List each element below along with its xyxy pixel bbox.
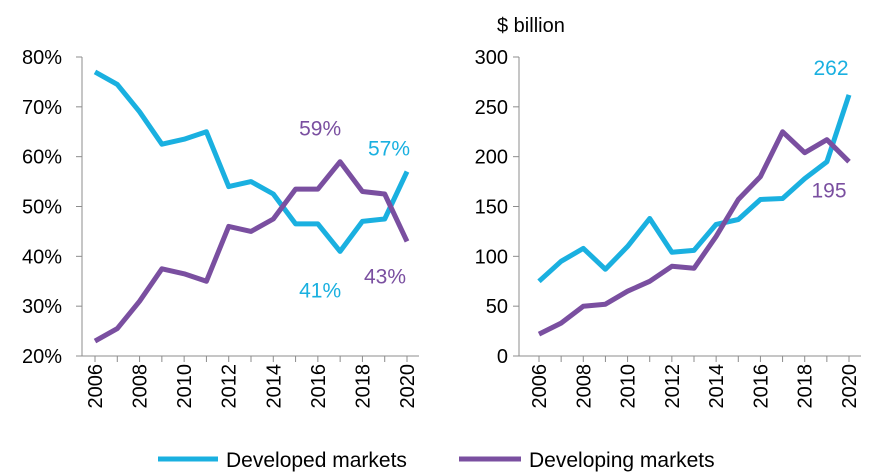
share-y-tick-label: 80% bbox=[22, 47, 62, 69]
value-x-tick-label: 2018 bbox=[795, 364, 817, 409]
legend-label-developed-markets[interactable]: Developed markets bbox=[226, 449, 407, 472]
share-y-tick-label: 40% bbox=[22, 246, 62, 268]
value-y-tick-label: 250 bbox=[475, 97, 508, 119]
value-x-tick-label: 2006 bbox=[529, 364, 551, 409]
share-x-tick-label: 2008 bbox=[130, 364, 152, 409]
value-data-label: 262 bbox=[813, 57, 848, 80]
share-y-tick-label: 70% bbox=[22, 97, 62, 119]
share-series-line-developing-markets[interactable] bbox=[93, 159, 410, 344]
share-x-tick-label: 2018 bbox=[352, 364, 374, 409]
y-axis-unit-label: $ billion bbox=[497, 15, 565, 37]
share-data-label: 59% bbox=[299, 118, 341, 141]
share-y-tick-label: 60% bbox=[22, 147, 62, 169]
share-x-tick-label: 2010 bbox=[174, 364, 196, 409]
value-x-tick-label: 2008 bbox=[573, 364, 595, 409]
value-data-label: 195 bbox=[811, 180, 846, 203]
legend: Developed markets Developing markets bbox=[158, 449, 715, 472]
share-x-tick-label: 2012 bbox=[219, 364, 241, 409]
share-y-tick-label: 50% bbox=[22, 197, 62, 219]
value-x-tick-label: 2010 bbox=[618, 364, 640, 409]
value-y-tick-label: 100 bbox=[475, 246, 508, 268]
share-series-line-developed-markets[interactable] bbox=[93, 69, 410, 254]
value-y-tick-label: 200 bbox=[475, 147, 508, 169]
share-y-tick-label: 20% bbox=[22, 346, 62, 368]
value-y-tick-label: 50 bbox=[486, 296, 508, 318]
share-x-tick-label: 2014 bbox=[263, 364, 285, 409]
value-y-tick-label: 150 bbox=[475, 197, 508, 219]
share-x-tick-label: 2020 bbox=[397, 364, 419, 409]
share-y-tick-label: 30% bbox=[22, 296, 62, 318]
value-series-line-developed-markets[interactable] bbox=[537, 94, 852, 284]
share-data-label: 41% bbox=[299, 279, 341, 302]
share-x-tick-label: 2006 bbox=[85, 364, 107, 409]
share-x-tick-label: 2016 bbox=[308, 364, 330, 409]
legend-label-developing-markets[interactable]: Developing markets bbox=[529, 449, 715, 472]
share-data-label: 43% bbox=[364, 265, 406, 288]
share-chart-panel: 80% 70% 60% 50% 40% 30% 20% 2006 2008 2010 2012 201… bbox=[22, 47, 419, 409]
value-y-tick-label: 300 bbox=[475, 47, 508, 69]
value-y-tick-label: 0 bbox=[497, 346, 508, 368]
value-chart-panel: $ billion 300 250 200 150 100 50 0 2006 2008 2010… bbox=[475, 15, 861, 409]
value-x-tick-label: 2012 bbox=[662, 364, 684, 409]
value-x-tick-label: 2016 bbox=[750, 364, 772, 409]
value-series-line-developing-markets[interactable] bbox=[537, 129, 851, 337]
share-data-label: 57% bbox=[368, 138, 410, 161]
value-x-tick-label: 2020 bbox=[839, 364, 861, 409]
value-x-tick-label: 2014 bbox=[706, 364, 728, 409]
